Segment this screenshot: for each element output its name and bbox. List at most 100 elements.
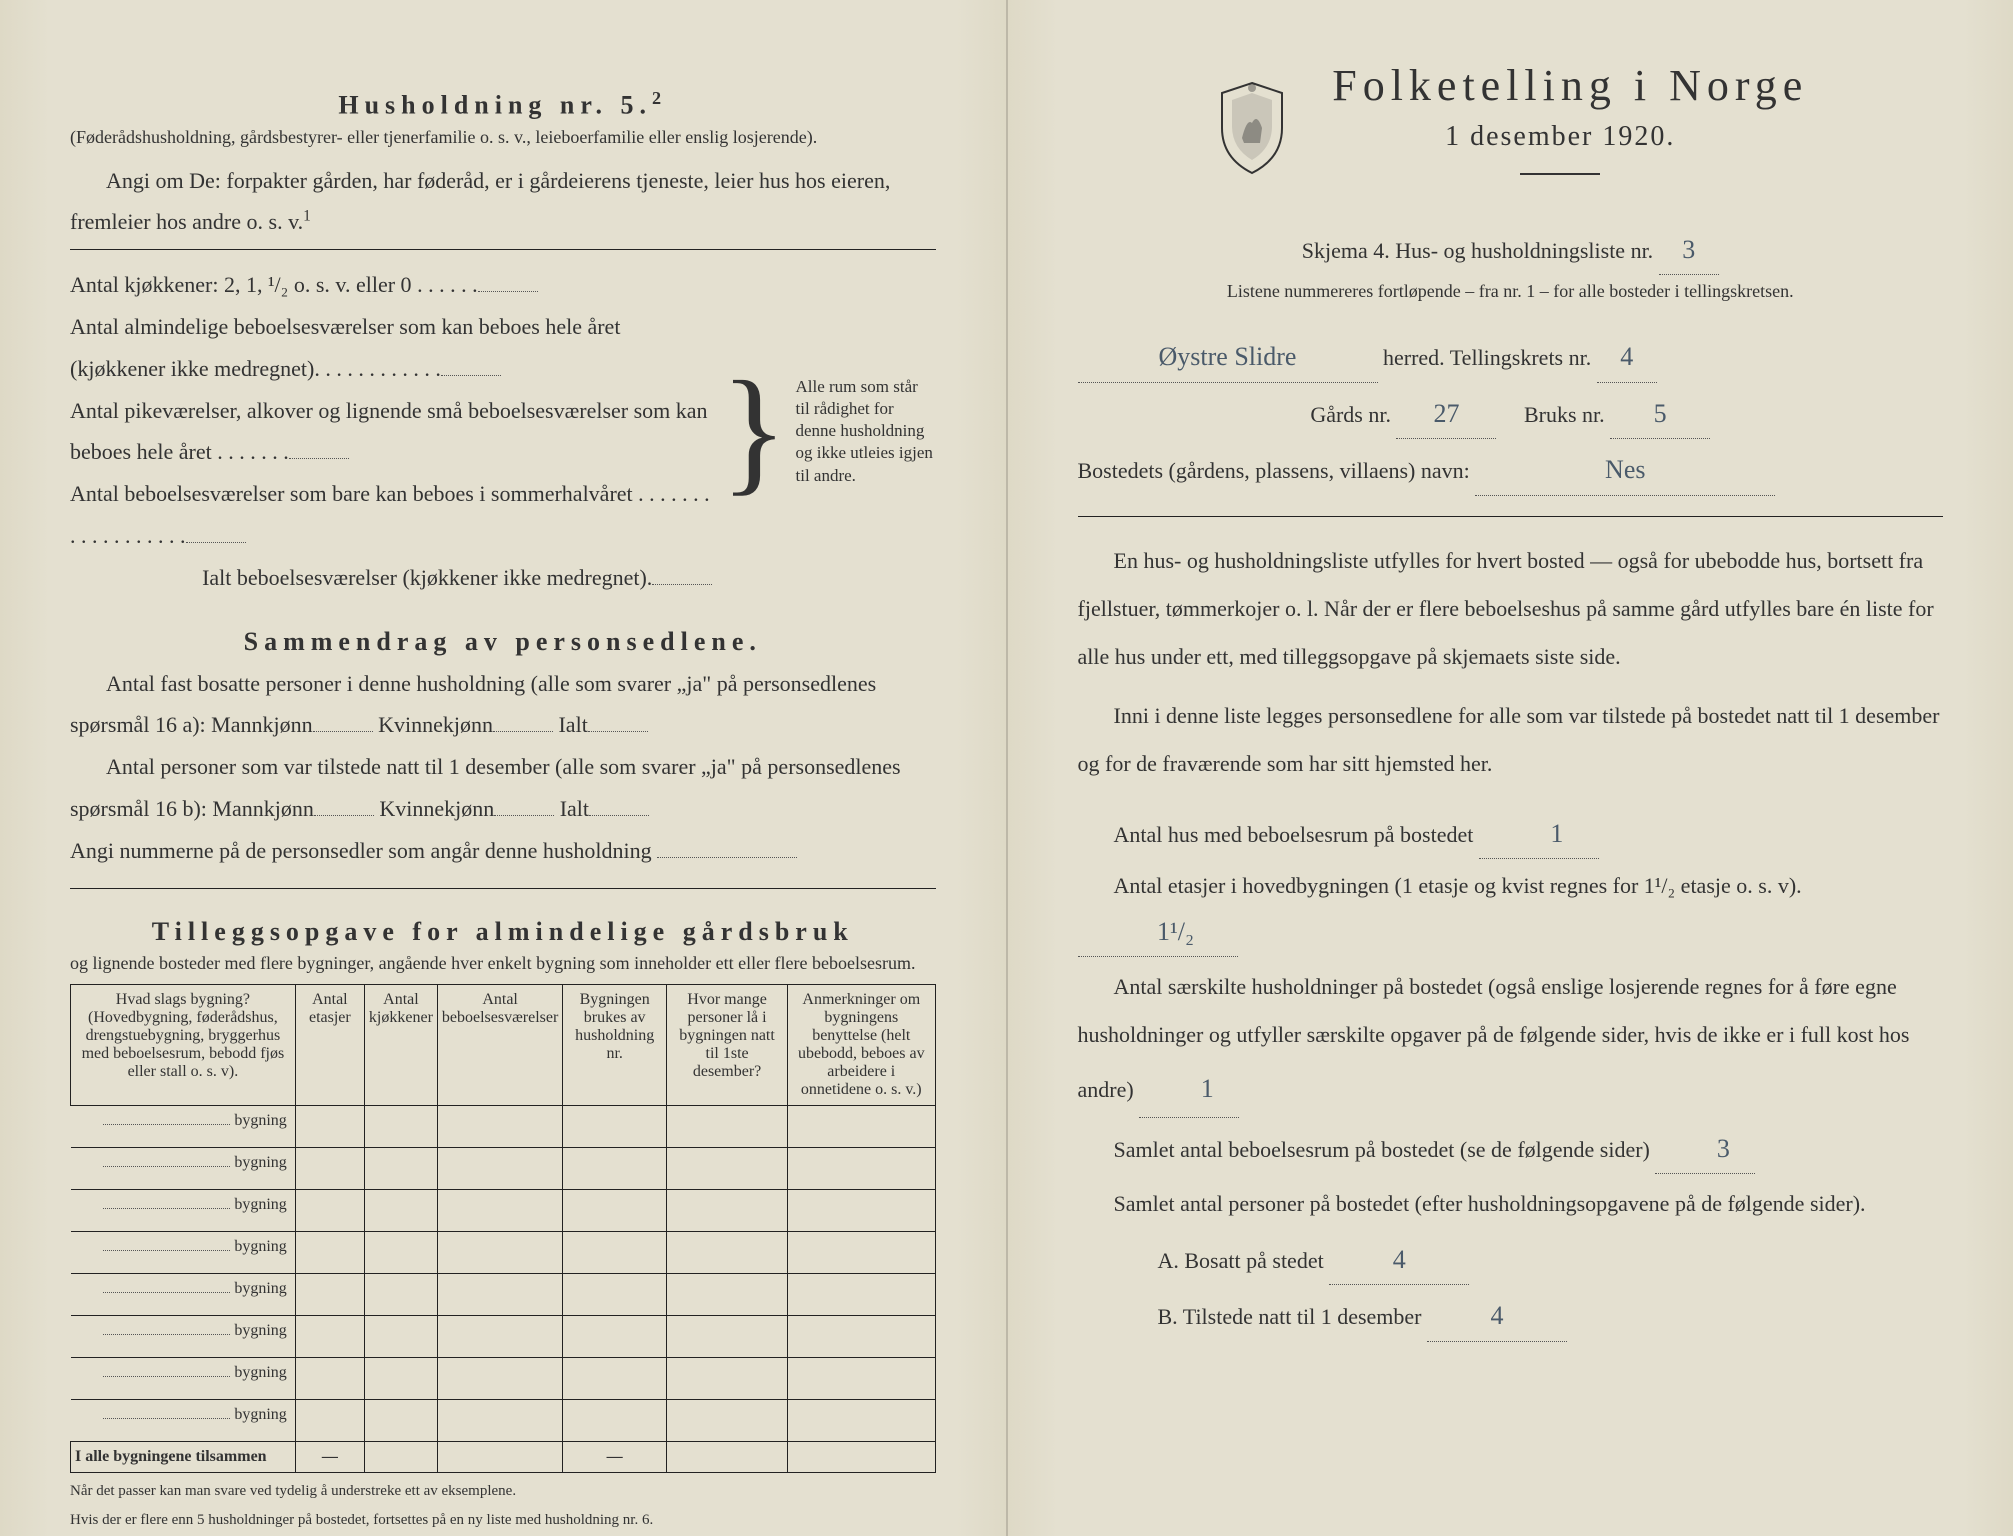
qA-label: A. Bosatt på stedet — [1158, 1248, 1324, 1273]
qA-line: A. Bosatt på stedet 4 — [1158, 1235, 1944, 1285]
table-cell — [295, 1399, 364, 1441]
kvinne-fill1 — [493, 731, 553, 732]
table-row: bygning — [71, 1399, 936, 1441]
ialt-label2: Ialt — [560, 796, 589, 821]
footnote1: Når det passer kan man svare ved tydelig… — [70, 1481, 936, 1502]
th-type: Hvad slags bygning? (Hovedbygning, føder… — [71, 984, 296, 1105]
th-personer: Hvor mange personer lå i bygningen natt … — [667, 984, 788, 1105]
divider — [1078, 516, 1944, 517]
angi-num-line: Angi nummerne på de personsedler som ang… — [70, 830, 936, 872]
tillegg-heading: Tilleggsopgave for almindelige gårdsbruk — [70, 917, 936, 947]
building-label-cell: bygning — [71, 1189, 296, 1231]
table-cell — [667, 1399, 788, 1441]
q3-line: Antal særskilte husholdninger på bostede… — [1078, 963, 1944, 1118]
total-cell — [364, 1441, 437, 1472]
header-block: Folketelling i Norge 1 desember 1920. — [1078, 60, 1944, 195]
table-cell — [295, 1189, 364, 1231]
sammen-line1: Antal fast bosatte personer i denne hush… — [70, 663, 936, 747]
table-cell — [667, 1147, 788, 1189]
total-dash: — — [295, 1441, 364, 1472]
building-label-cell: bygning — [71, 1273, 296, 1315]
table-cell — [364, 1399, 437, 1441]
brace-icon: } — [720, 341, 787, 521]
table-cell — [437, 1189, 562, 1231]
q3-value: 1 — [1139, 1060, 1239, 1118]
husholdning-sup: 2 — [652, 88, 667, 108]
table-cell — [563, 1147, 667, 1189]
table-cell — [667, 1189, 788, 1231]
qA-value: 4 — [1329, 1235, 1469, 1285]
building-label-cell: bygning — [71, 1147, 296, 1189]
gards-value: 27 — [1396, 389, 1496, 439]
kvinne-label1: Kvinnekjønn — [378, 712, 493, 737]
q4-label: Samlet antal beboelsesrum på bostedet (s… — [1114, 1137, 1650, 1162]
room-counts-block: Antal kjøkkener: 2, 1, ¹/₂ o. s. v. elle… — [70, 264, 936, 598]
skjema-value: 3 — [1659, 225, 1719, 275]
herred-label: herred. Tellingskrets nr. — [1383, 345, 1591, 370]
alm-text1: Antal almindelige beboelsesværelser som … — [70, 314, 620, 381]
ialt-line: Ialt beboelsesværelser (kjøkkener ikke m… — [70, 557, 712, 599]
table-row: bygning — [71, 1315, 936, 1357]
total-cell — [437, 1441, 562, 1472]
building-label-cell: bygning — [71, 1357, 296, 1399]
angi-line: Angi om De: forpakter gården, har føderå… — [70, 160, 936, 244]
q1-value: 1 — [1479, 809, 1599, 859]
table-row: bygning — [71, 1357, 936, 1399]
table-row: bygning — [71, 1231, 936, 1273]
kvinne-label2: Kvinnekjønn — [379, 796, 494, 821]
table-cell — [563, 1315, 667, 1357]
table-cell — [788, 1315, 935, 1357]
table-cell — [364, 1357, 437, 1399]
alm-text3: Antal beboelsesværelser som bare kan beb… — [70, 481, 633, 506]
table-cell — [788, 1357, 935, 1399]
alm-line2: Antal pikeværelser, alkover og lignende … — [70, 390, 712, 474]
right-page: Folketelling i Norge 1 desember 1920. Sk… — [1007, 0, 2013, 1536]
q2-value: 1¹/₂ — [1078, 907, 1238, 957]
mann-fill2 — [314, 815, 374, 816]
ialt-text: Ialt beboelsesværelser (kjøkkener ikke m… — [202, 565, 652, 590]
herred-value: Øystre Slidre — [1078, 332, 1378, 382]
table-cell — [364, 1273, 437, 1315]
qB-value: 4 — [1427, 1291, 1567, 1341]
th-kjokken: Antal kjøkkener — [364, 984, 437, 1105]
bruks-label: Bruks nr. — [1524, 402, 1605, 427]
angi-sup: 1 — [303, 208, 311, 225]
building-label-cell: bygning — [71, 1399, 296, 1441]
table-cell — [295, 1147, 364, 1189]
table-row: bygning — [71, 1189, 936, 1231]
alm-line1: Antal almindelige beboelsesværelser som … — [70, 306, 712, 390]
kjokken-text: Antal kjøkkener: 2, 1, ¹/₂ o. s. v. elle… — [70, 272, 412, 297]
table-row: bygning — [71, 1105, 936, 1147]
table-cell — [364, 1231, 437, 1273]
table-cell — [364, 1147, 437, 1189]
para1: En hus- og husholdningsliste utfylles fo… — [1078, 537, 1944, 682]
table-row: bygning — [71, 1273, 936, 1315]
table-cell — [563, 1105, 667, 1147]
q1-line: Antal hus med beboelsesrum på bostedet 1 — [1078, 809, 1944, 859]
sammen-line2: Antal personer som var tilstede natt til… — [70, 746, 936, 830]
kjokken-line: Antal kjøkkener: 2, 1, ¹/₂ o. s. v. elle… — [70, 264, 712, 306]
ialt-fill1 — [588, 731, 648, 732]
bosted-line: Bostedets (gårdens, plassens, villaens) … — [1078, 445, 1944, 495]
table-cell — [364, 1189, 437, 1231]
gards-label: Gårds nr. — [1310, 402, 1391, 427]
skjema-line: Skjema 4. Hus- og husholdningsliste nr. … — [1078, 225, 1944, 275]
total-dash: — — [563, 1441, 667, 1472]
herred-line: Øystre Slidre herred. Tellingskrets nr. … — [1078, 332, 1944, 382]
th-etasjer: Antal etasjer — [295, 984, 364, 1105]
left-page: Husholdning nr. 5.2 (Føderådshusholdning… — [0, 0, 1007, 1536]
q4-value: 3 — [1655, 1124, 1755, 1174]
building-label-cell: bygning — [71, 1105, 296, 1147]
listene-note: Listene nummereres fortløpende – fra nr.… — [1078, 281, 1944, 302]
table-cell — [563, 1357, 667, 1399]
table-cell — [788, 1273, 935, 1315]
table-cell — [295, 1231, 364, 1273]
tillegg-note: og lignende bosteder med flere bygninger… — [70, 953, 936, 974]
q1-label: Antal hus med beboelsesrum på bostedet — [1114, 822, 1474, 847]
mann-fill1 — [313, 731, 373, 732]
bruks-value: 5 — [1610, 389, 1710, 439]
alm-fill1 — [441, 375, 501, 376]
table-cell — [563, 1273, 667, 1315]
kjokken-fill — [478, 291, 538, 292]
q4-line: Samlet antal beboelsesrum på bostedet (s… — [1078, 1124, 1944, 1174]
